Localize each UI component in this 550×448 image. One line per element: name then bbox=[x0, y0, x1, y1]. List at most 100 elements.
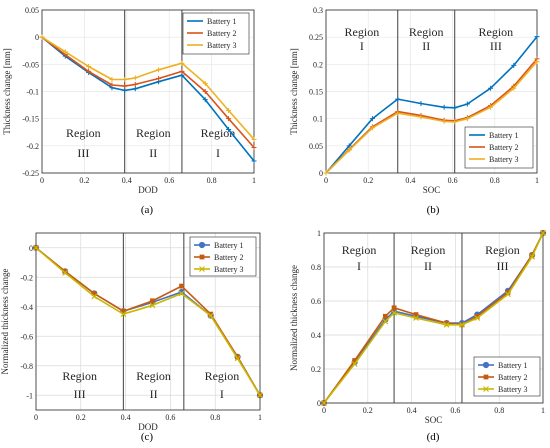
panel-caption: (c) bbox=[141, 431, 154, 443]
y-axis-label: Normalized thickness change bbox=[0, 269, 10, 375]
region-label: Region bbox=[136, 126, 171, 140]
y-tick-label: 0.25 bbox=[309, 33, 323, 42]
y-tick-label: -1 bbox=[26, 391, 33, 400]
legend-label: Battery 2 bbox=[207, 29, 237, 38]
legend: Battery 1 Battery 2 Battery 3 bbox=[189, 236, 257, 277]
x-tick-label: 1 bbox=[252, 176, 256, 185]
region-label: Region bbox=[136, 369, 171, 383]
series-2-marker bbox=[257, 392, 263, 399]
series-2-marker bbox=[120, 311, 127, 318]
x-tick-label: 0.4 bbox=[407, 406, 417, 415]
series-1-marker bbox=[179, 68, 185, 74]
x-tick-label: 0.4 bbox=[121, 413, 131, 422]
series-2-marker bbox=[452, 119, 458, 125]
legend-label: Battery 1 bbox=[207, 17, 237, 26]
series-2-marker bbox=[33, 244, 39, 251]
region-label: Region bbox=[411, 243, 446, 257]
plot-area-frame bbox=[35, 232, 261, 411]
series-battery-3 bbox=[33, 244, 263, 399]
x-tick-label: 0.6 bbox=[450, 406, 460, 415]
y-axis-label: Normalized thickness change bbox=[289, 265, 299, 371]
series-2-marker bbox=[395, 110, 401, 116]
x-tick-label: 0.4 bbox=[405, 176, 415, 185]
series-1-marker bbox=[202, 89, 208, 94]
region-label: Region bbox=[409, 25, 444, 39]
series-2-marker bbox=[464, 116, 470, 122]
x-tick-label: 0.8 bbox=[494, 406, 504, 415]
series-0-marker bbox=[452, 105, 458, 111]
series-1-marker bbox=[413, 312, 419, 317]
x-tick-label: 0 bbox=[34, 413, 38, 422]
series-1-marker bbox=[109, 82, 115, 88]
y-tick-label: 0.3 bbox=[313, 6, 323, 15]
plot-area-frame bbox=[323, 232, 544, 404]
chart-panel-a: Region III Region II Region I 0 0.2 0.4 0.6 0.8 1 0.… bbox=[2, 6, 257, 216]
region-label: Region bbox=[342, 243, 377, 257]
region-label: Region bbox=[201, 126, 236, 140]
x-tick-label: 0.8 bbox=[210, 413, 220, 422]
series-2-marker bbox=[122, 77, 128, 83]
x-axis-label: DOD bbox=[138, 185, 158, 195]
series-1-marker bbox=[474, 313, 480, 319]
series-1-marker bbox=[91, 291, 97, 296]
x-tick-label: 1 bbox=[541, 406, 545, 415]
legend-label: Battery 3 bbox=[498, 385, 528, 394]
series-2-marker bbox=[382, 318, 389, 325]
x-tick-label: 1 bbox=[535, 176, 539, 185]
y-tick-label: -0.8 bbox=[20, 362, 33, 371]
panel-caption: (b) bbox=[427, 204, 440, 216]
series-1-marker bbox=[251, 144, 257, 150]
series-2-marker bbox=[226, 108, 232, 114]
legend: Battery 1 Battery 2 Battery 3 bbox=[182, 12, 250, 55]
chart-panel-c: Region III Region II Region I 0 0.2 0.4 0.6 0.8 1 0 -… bbox=[0, 232, 264, 443]
y-tick-label: 0.6 bbox=[311, 297, 321, 306]
series-1-marker bbox=[156, 75, 162, 81]
series-2-marker bbox=[86, 64, 92, 70]
series-2-marker bbox=[178, 290, 185, 297]
series-battery-3 bbox=[39, 34, 257, 142]
y-tick-label: -0.1 bbox=[26, 88, 39, 97]
series-2-marker bbox=[62, 269, 69, 276]
legend-box bbox=[464, 126, 534, 169]
series-0-marker bbox=[488, 85, 494, 91]
region-label: Region bbox=[345, 25, 380, 39]
region-number: I bbox=[357, 259, 361, 273]
y-tick-label: 0.2 bbox=[311, 365, 321, 374]
region-number: II bbox=[149, 146, 157, 160]
series-1-marker bbox=[208, 311, 214, 317]
x-axis-label: SOC bbox=[425, 415, 443, 425]
region-number: II bbox=[150, 387, 158, 401]
series-2-marker bbox=[132, 75, 138, 81]
series-2-marker bbox=[346, 147, 352, 153]
series-2-marker bbox=[323, 170, 329, 176]
region-label: Region bbox=[205, 369, 240, 383]
series-2-marker bbox=[199, 266, 205, 272]
series-2-marker bbox=[391, 309, 398, 316]
x-tick-label: 0.4 bbox=[122, 176, 132, 185]
series-2-marker bbox=[488, 104, 494, 110]
x-tick-label: 1 bbox=[258, 413, 262, 422]
y-tick-label: 0 bbox=[29, 244, 33, 253]
region-number: III bbox=[74, 387, 86, 401]
x-tick-label: 0 bbox=[324, 176, 328, 185]
region-number: III bbox=[490, 39, 502, 53]
panel-caption: (a) bbox=[141, 204, 154, 216]
series-2-marker bbox=[149, 302, 156, 309]
series-line bbox=[41, 36, 255, 162]
series-2-marker bbox=[529, 253, 535, 260]
y-tick-label: 0.4 bbox=[311, 331, 321, 340]
series-2-marker bbox=[179, 60, 185, 66]
y-tick-label: 0 bbox=[35, 33, 39, 42]
region-number: II bbox=[424, 259, 432, 273]
y-axis-label: Thickness change [mm] bbox=[289, 48, 299, 134]
series-2-marker bbox=[234, 355, 241, 362]
x-tick-label: 0.2 bbox=[363, 406, 373, 415]
series-2-marker bbox=[474, 315, 481, 321]
series-2-marker bbox=[505, 291, 511, 298]
series-2-marker bbox=[202, 80, 208, 86]
series-0-marker bbox=[251, 158, 257, 164]
series-2-marker bbox=[91, 293, 98, 300]
legend-label: Battery 3 bbox=[214, 265, 244, 274]
